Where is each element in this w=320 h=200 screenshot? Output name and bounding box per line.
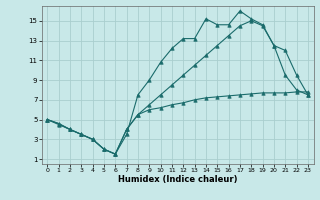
X-axis label: Humidex (Indice chaleur): Humidex (Indice chaleur)	[118, 175, 237, 184]
